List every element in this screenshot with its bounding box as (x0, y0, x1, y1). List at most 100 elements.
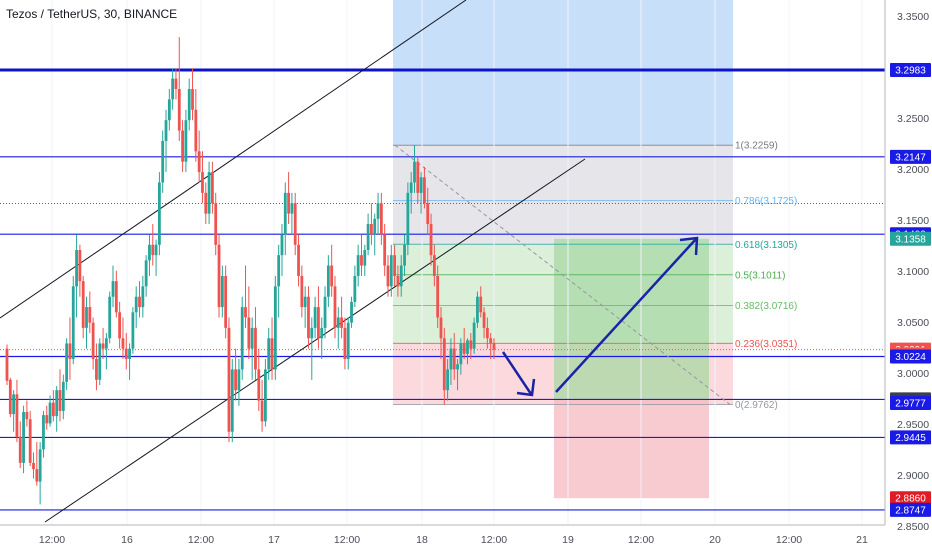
time-axis-bg (0, 525, 932, 550)
candle-body (121, 338, 125, 349)
candle-body (88, 307, 92, 323)
x-tick-label: 12:00 (628, 534, 654, 546)
candle-body (118, 312, 122, 339)
candle-body (148, 244, 151, 261)
candle-body (264, 369, 267, 422)
x-tick-label: 18 (416, 534, 428, 546)
candle-body (181, 130, 184, 162)
candle-body (442, 338, 446, 391)
price-label-box (890, 502, 931, 517)
candle-body (144, 260, 148, 287)
candle-body (141, 286, 145, 308)
price-label-text: 3.2983 (895, 66, 926, 77)
x-tick-label: 20 (709, 534, 721, 546)
candle-body (197, 151, 201, 173)
price-label-box (890, 231, 931, 246)
candle-body (177, 89, 181, 131)
x-tick-label: 12:00 (39, 534, 65, 546)
candle-body (18, 436, 22, 463)
candle-body (244, 307, 247, 318)
candle-body (65, 343, 69, 382)
candle-body (399, 265, 403, 287)
candle-body (479, 296, 483, 313)
candle-body (423, 177, 426, 204)
candle-body (237, 369, 241, 391)
price-label-text: 3.2147 (895, 152, 926, 163)
candle-body (456, 364, 459, 370)
candle-body (5, 348, 9, 381)
candle-body (293, 203, 297, 245)
candle-body (273, 286, 277, 370)
y-tick-label: 3.1500 (897, 215, 929, 227)
candle-body (45, 415, 49, 424)
candle-body (343, 327, 347, 360)
candle-body (413, 161, 416, 183)
candle-body (449, 348, 453, 370)
candle-body (95, 359, 98, 380)
candle-body (154, 244, 158, 256)
candle-body (466, 340, 469, 354)
candle-body (396, 275, 400, 287)
candle-body (124, 348, 128, 360)
x-tick-label: 12:00 (481, 534, 507, 546)
candle-body (15, 394, 19, 437)
candle-body (161, 140, 165, 183)
candle-body (230, 369, 234, 432)
candle-body (307, 296, 310, 339)
candle-body (240, 307, 244, 370)
price-label-text: 2.9445 (895, 433, 926, 444)
candle-body (429, 224, 433, 256)
fib-trend-line (394, 144, 731, 405)
candle-body (104, 338, 108, 349)
candle-body (393, 255, 397, 276)
candle-body (68, 343, 72, 360)
candle-body (409, 182, 413, 193)
price-label-box (890, 491, 931, 506)
candle-body (164, 120, 168, 141)
candle-body (171, 78, 175, 100)
candle-body (85, 307, 88, 328)
candle-body (35, 469, 39, 482)
price-label-box (890, 149, 931, 164)
x-tick-label: 21 (856, 534, 868, 546)
price-label-text: 2.8860 (895, 494, 926, 505)
price-label-box (890, 63, 931, 78)
x-tick-label: 12:00 (776, 534, 802, 546)
candle-body (389, 255, 393, 287)
candle-body (303, 296, 307, 308)
candle-body (310, 327, 314, 339)
candle-body (426, 203, 430, 225)
candle-body (128, 348, 131, 360)
fib-level-label: 0.618(3.1305) (735, 240, 797, 251)
x-tick-label: 19 (562, 534, 574, 546)
y-tick-label: 2.9000 (897, 470, 929, 482)
candle-body (485, 327, 489, 339)
y-tick-label: 3.0000 (897, 368, 929, 380)
candle-body (220, 275, 224, 308)
candle-body (167, 99, 171, 121)
candle-body (492, 343, 496, 350)
candle-body (58, 390, 62, 411)
candle-body (287, 192, 290, 214)
candle-body (446, 369, 450, 391)
candle-body (416, 161, 420, 193)
candle-body (386, 265, 390, 287)
down-arrow-line (501, 351, 533, 395)
candle-body (360, 255, 363, 266)
candle-body (323, 296, 327, 328)
fib-extension-zone (393, 0, 733, 146)
down-arrow-head (516, 378, 536, 397)
candle-body (101, 343, 105, 349)
candle-body (98, 343, 102, 380)
candle-body (439, 317, 443, 339)
candle-body (482, 312, 486, 328)
candle-body (419, 177, 423, 193)
candle-body (370, 224, 373, 235)
fib-level-label: 0(2.9762) (735, 400, 778, 411)
channel-lower-line (44, 158, 586, 523)
candle-body (376, 203, 380, 219)
candle-body (336, 317, 340, 328)
candle-body (227, 327, 231, 432)
candle-body (330, 265, 334, 287)
